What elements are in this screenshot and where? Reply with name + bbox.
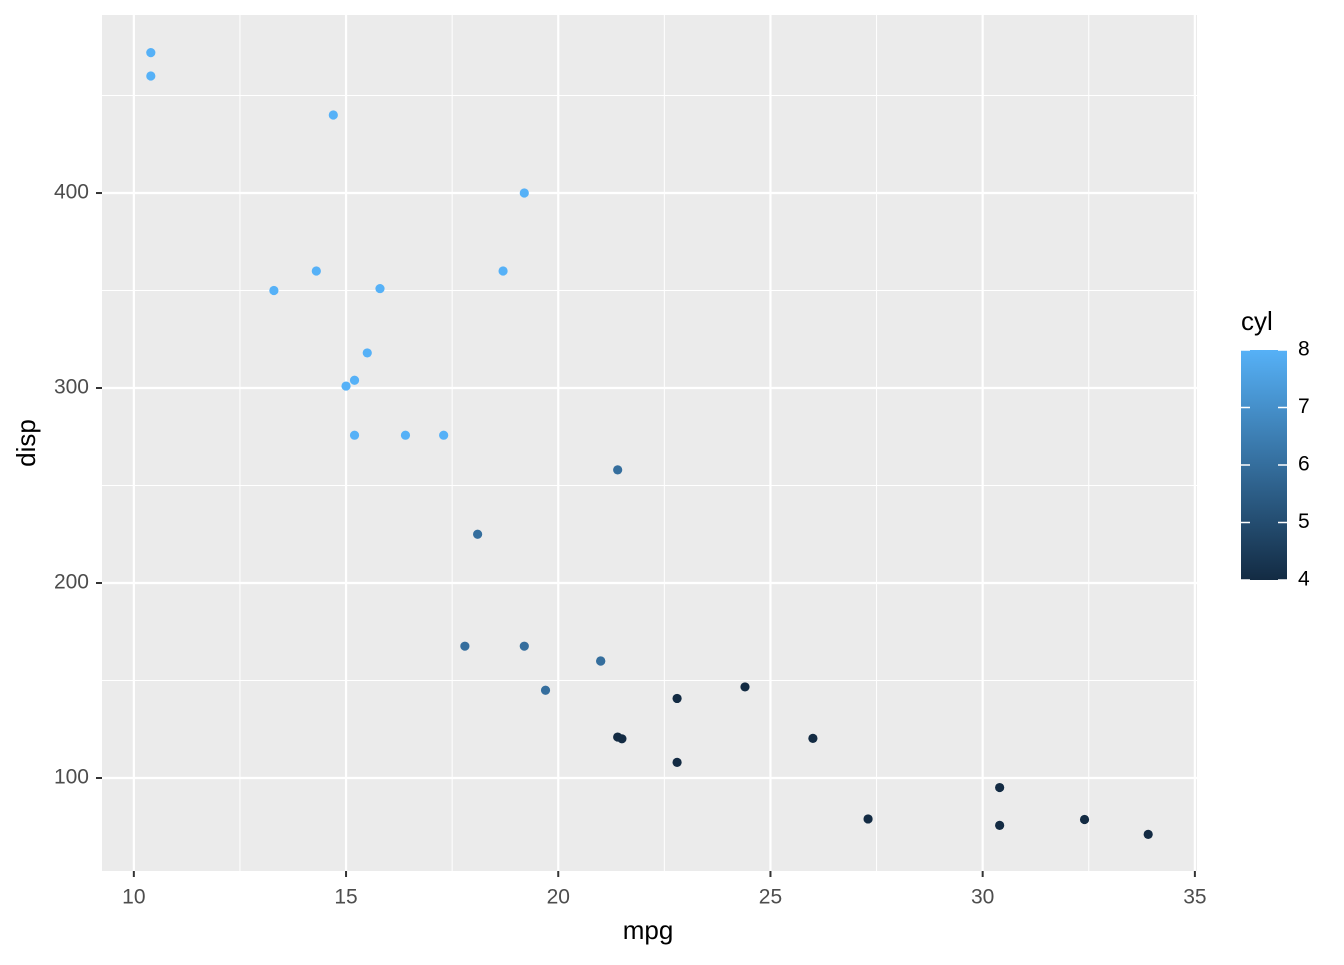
- point: [863, 814, 873, 824]
- point: [596, 656, 606, 666]
- point: [1143, 829, 1153, 839]
- point: [740, 682, 750, 692]
- point: [519, 188, 529, 198]
- legend-label: 7: [1298, 395, 1310, 418]
- legend-label: 5: [1298, 510, 1310, 533]
- legend-label: 8: [1298, 338, 1310, 361]
- y-axis-title: disp: [11, 419, 41, 467]
- point: [146, 48, 156, 58]
- point: [375, 283, 385, 294]
- point: [328, 110, 338, 120]
- point: [349, 430, 360, 440]
- x-tick-label: 35: [1183, 886, 1206, 909]
- legend-label: 6: [1298, 453, 1310, 476]
- point: [613, 465, 623, 475]
- x-tick-label: 15: [334, 886, 357, 909]
- point: [672, 757, 682, 767]
- point: [808, 733, 818, 744]
- x-tick-label: 30: [971, 886, 994, 909]
- y-tick-label: 100: [54, 766, 89, 789]
- point: [473, 529, 483, 539]
- x-tick-label: 10: [122, 886, 145, 909]
- point: [362, 348, 372, 358]
- legend-title: cyl: [1241, 306, 1273, 336]
- point: [540, 685, 551, 695]
- point: [311, 266, 321, 276]
- point: [146, 71, 156, 81]
- y-tick-label: 300: [54, 376, 89, 399]
- point: [498, 266, 508, 276]
- legend-label: 4: [1298, 568, 1310, 591]
- x-tick-label: 20: [547, 886, 570, 909]
- point: [349, 375, 360, 385]
- point: [995, 820, 1005, 830]
- point: [400, 430, 411, 440]
- point: [460, 641, 470, 651]
- point: [613, 732, 623, 742]
- point: [269, 285, 279, 296]
- x-axis-title: mpg: [623, 915, 674, 945]
- plot-panel: [102, 15, 1197, 871]
- point: [341, 381, 351, 391]
- point: [439, 430, 449, 440]
- x-tick-label: 25: [759, 886, 782, 909]
- point: [995, 782, 1005, 793]
- y-tick-label: 200: [54, 571, 89, 594]
- point: [1079, 814, 1090, 825]
- y-tick-label: 400: [54, 181, 89, 204]
- point: [519, 641, 529, 651]
- point: [672, 693, 682, 704]
